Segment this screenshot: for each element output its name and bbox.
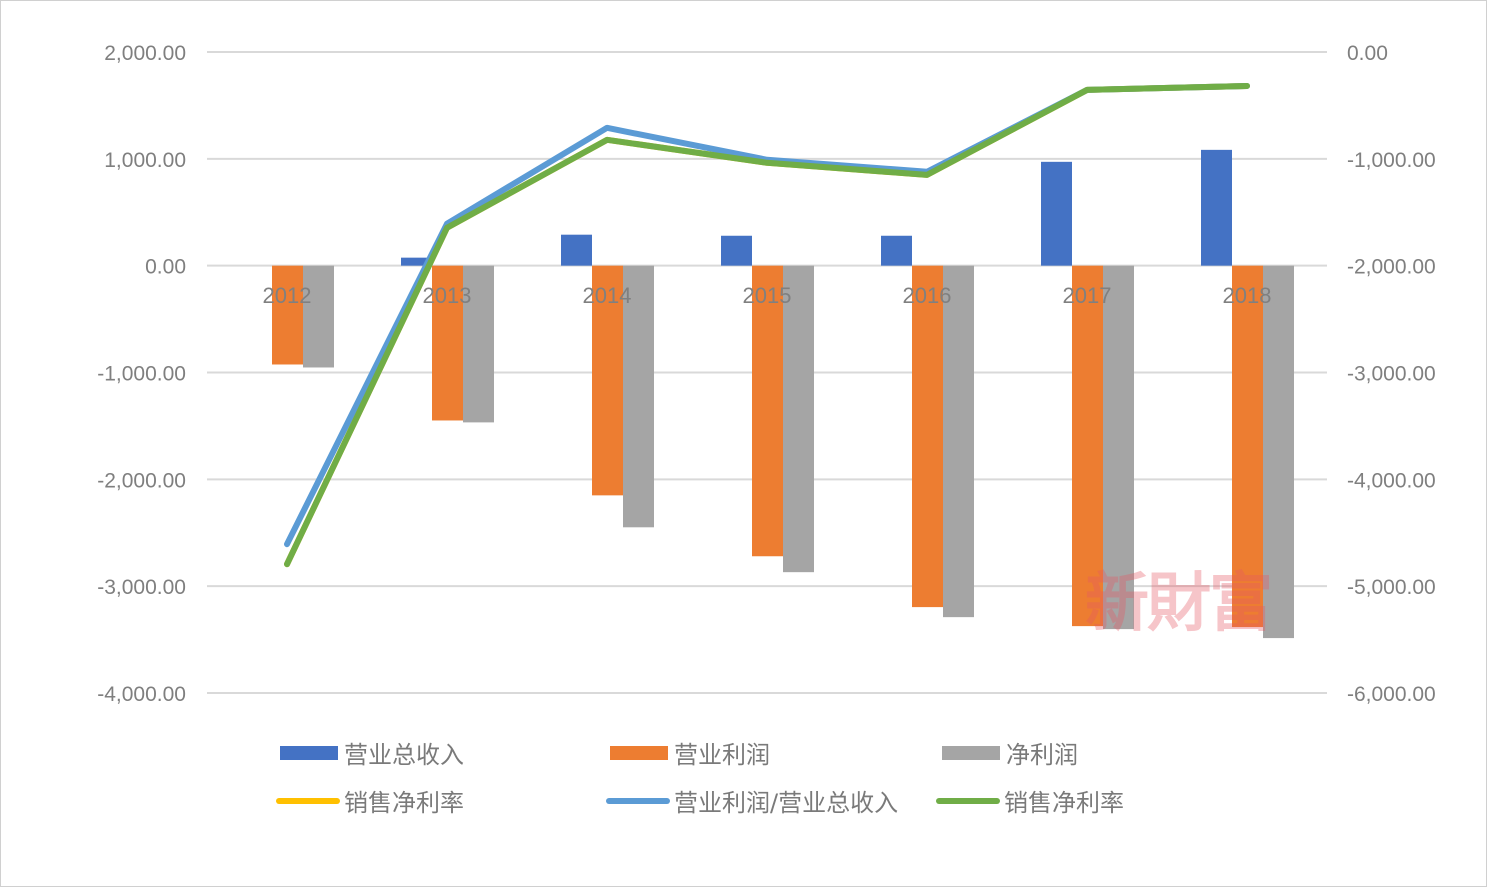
category-label: 2012 (263, 283, 312, 308)
category-label: 2014 (583, 283, 632, 308)
legend-label: 营业利润 (674, 741, 770, 769)
category-label: 2016 (903, 283, 952, 308)
right-axis-tick: -3,000.00 (1347, 363, 1436, 386)
bar (1201, 149, 1232, 266)
right-axis-tick: -2,000.00 (1347, 256, 1436, 279)
category-label: 2015 (743, 283, 792, 308)
left-axis-tick: 1,000.00 (104, 149, 186, 172)
bar (1072, 265, 1103, 627)
category-label: 2013 (423, 283, 472, 308)
right-axis-tick: -1,000.00 (1347, 149, 1436, 172)
right-axis-tick: 0.00 (1347, 42, 1388, 65)
category-label: 2017 (1063, 283, 1112, 308)
legend-item-revenue: 营业总收入 (280, 735, 464, 770)
bar (1232, 265, 1263, 628)
bar (561, 234, 592, 266)
right-axis-tick: -6,000.00 (1347, 683, 1436, 706)
left-axis-tick: -3,000.00 (97, 576, 186, 599)
legend-item-op-margin: 营业利润/营业总收入 (606, 783, 898, 818)
legend-label: 销售净利率 (1004, 789, 1124, 817)
legend-swatch-icon (276, 797, 340, 804)
left-axis-tick: -1,000.00 (97, 363, 186, 386)
legend-label: 营业总收入 (344, 741, 464, 769)
legend-swatch-icon (610, 745, 668, 760)
legend-item-net-profit: 净利润 (942, 735, 1078, 770)
left-axis-tick: 2,000.00 (104, 42, 186, 65)
right-axis-tick: -4,000.00 (1347, 469, 1436, 492)
bar (752, 265, 783, 557)
bar (272, 265, 303, 365)
legend-swatch-icon (936, 797, 1000, 804)
bar (783, 265, 814, 573)
legend-item-operating-profit: 营业利润 (610, 735, 770, 770)
bar (303, 265, 334, 368)
bar (721, 235, 752, 266)
legend-item-net-margin-yellow: 销售净利率 (276, 783, 464, 818)
bar (1263, 265, 1294, 639)
line-series (284, 82, 1250, 568)
legend-label: 销售净利率 (344, 789, 464, 817)
watermark: 新財富 (1085, 566, 1273, 641)
category-label: 2018 (1223, 283, 1272, 308)
bar (943, 265, 974, 618)
legend-label: 净利润 (1006, 741, 1078, 769)
bar (912, 265, 943, 608)
legend-swatch-icon (942, 745, 1000, 760)
right-axis-tick: -5,000.00 (1347, 576, 1436, 599)
bar (463, 265, 494, 423)
legend-label: 营业利润/营业总收入 (674, 789, 899, 817)
left-axis-tick: -4,000.00 (97, 683, 186, 706)
bar (881, 235, 912, 266)
bar (623, 265, 654, 528)
bar (432, 265, 463, 421)
legend-swatch-icon (280, 745, 338, 760)
bar (1103, 265, 1134, 630)
left-axis-tick: -2,000.00 (97, 469, 186, 492)
legend-item-net-margin-green: 销售净利率 (936, 783, 1124, 818)
bar (1041, 161, 1072, 266)
left-axis-tick: 0.00 (145, 256, 186, 279)
legend-swatch-icon (606, 797, 670, 804)
bar (592, 265, 623, 496)
bar (401, 257, 432, 266)
